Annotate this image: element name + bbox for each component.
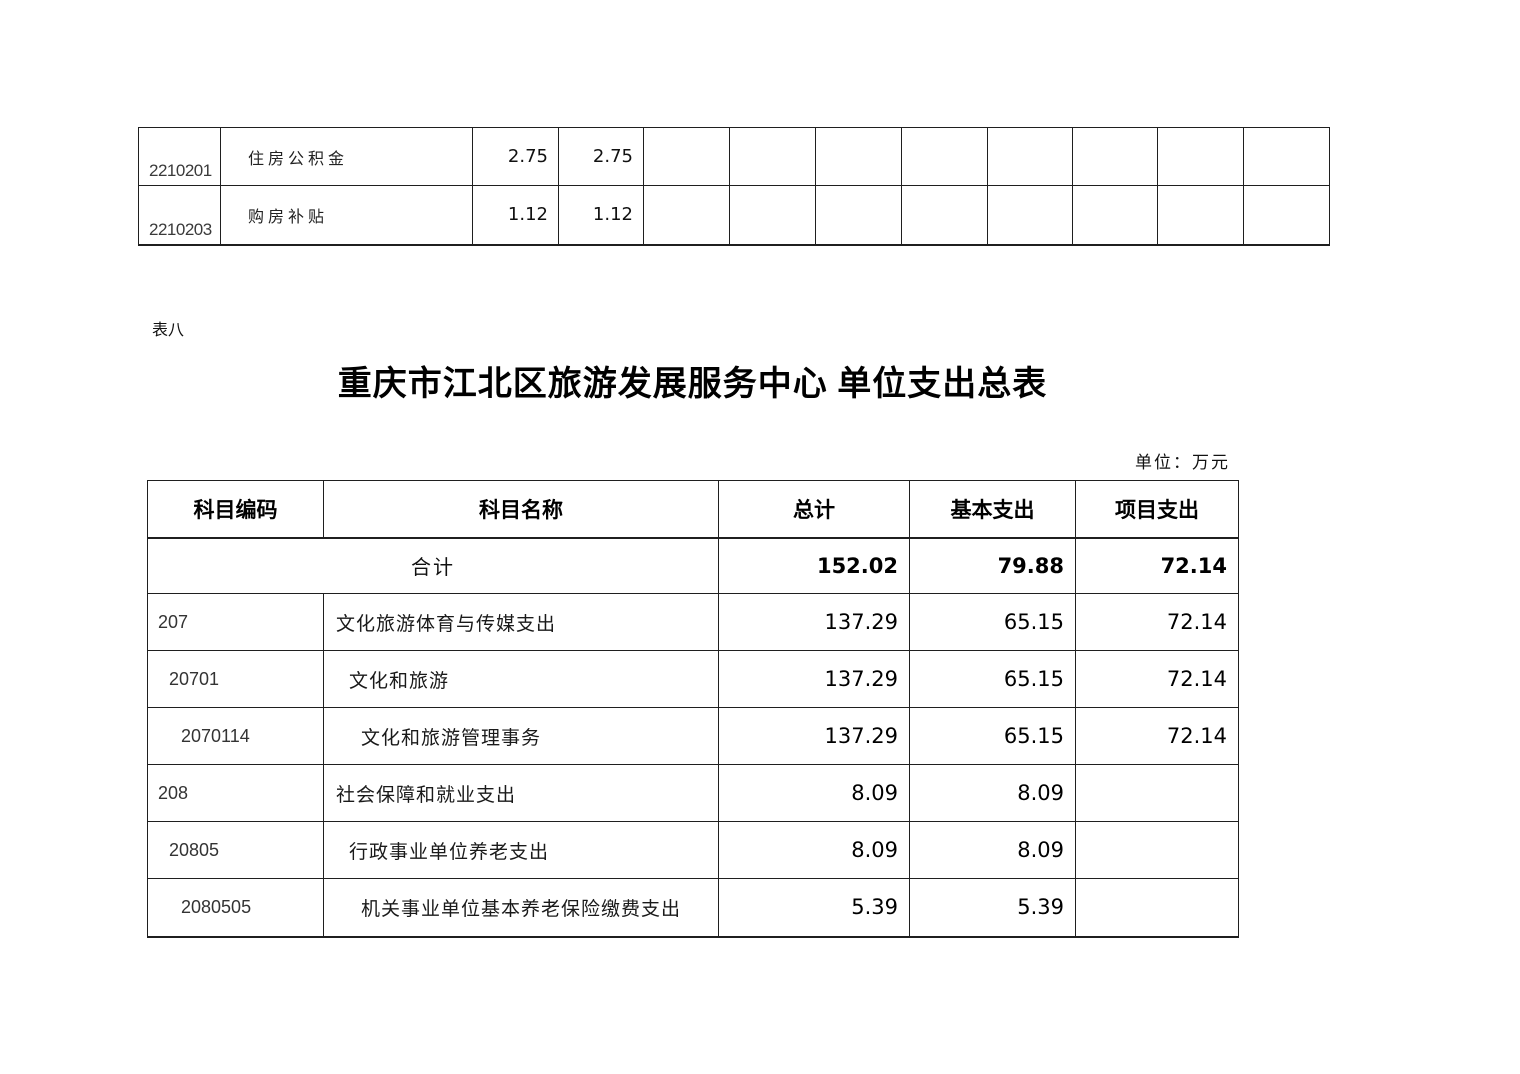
empty-cell [815, 127, 902, 186]
value-cell: 2.75 [558, 127, 644, 186]
value-cell: 1.12 [472, 185, 559, 246]
project-value-cell [1075, 764, 1239, 822]
total-row: 合计 152.02 79.88 72.14 [147, 537, 1239, 594]
basic-value-cell: 65.15 [909, 707, 1076, 765]
total-label-cell: 合计 [147, 537, 719, 594]
table-row: 208 社会保障和就业支出 8.09 8.09 [147, 764, 1239, 822]
total-value-cell: 152.02 [718, 537, 910, 594]
basic-value-cell: 65.15 [909, 593, 1076, 651]
header-cell-subject-name: 科目名称 [323, 480, 719, 539]
empty-cell [729, 127, 816, 186]
total-value-cell: 137.29 [718, 650, 910, 708]
value-cell: 2.75 [472, 127, 559, 186]
table-row: 2210203 购房补贴 1.12 1.12 [138, 185, 1330, 246]
partial-expense-table: 2210201 住房公积金 2.75 2.75 2210203 购房补贴 1.1… [138, 127, 1330, 246]
empty-cell [643, 127, 730, 186]
empty-cell [1243, 127, 1330, 186]
name-cell: 文化和旅游 [323, 650, 719, 708]
code-cell: 2210201 [138, 127, 221, 186]
table-row: 20805 行政事业单位养老支出 8.09 8.09 [147, 821, 1239, 879]
empty-cell [729, 185, 816, 246]
basic-value-cell: 8.09 [909, 821, 1076, 879]
code-cell: 2210203 [138, 185, 221, 246]
total-value-cell: 5.39 [718, 878, 910, 938]
name-cell: 文化和旅游管理事务 [323, 707, 719, 765]
header-cell-project: 项目支出 [1075, 480, 1239, 539]
total-value-cell: 8.09 [718, 764, 910, 822]
page-title: 重庆市江北区旅游发展服务中心 单位支出总表 [337, 366, 1048, 403]
empty-cell [1157, 127, 1244, 186]
name-cell: 住房公积金 [220, 127, 473, 186]
name-cell: 文化旅游体育与传媒支出 [323, 593, 719, 651]
table-row: 2070114 文化和旅游管理事务 137.29 65.15 72.14 [147, 707, 1239, 765]
empty-cell [1157, 185, 1244, 246]
total-value-cell: 137.29 [718, 593, 910, 651]
basic-value-cell: 65.15 [909, 650, 1076, 708]
code-cell: 2080505 [147, 878, 324, 938]
empty-cell [901, 127, 988, 186]
project-value-cell: 72.14 [1075, 537, 1239, 594]
unit-note: 单位：万元 [1135, 453, 1230, 472]
project-value-cell [1075, 821, 1239, 879]
empty-cell [815, 185, 902, 246]
header-cell-basic: 基本支出 [909, 480, 1076, 539]
code-cell: 2070114 [147, 707, 324, 765]
empty-cell [901, 185, 988, 246]
name-cell: 社会保障和就业支出 [323, 764, 719, 822]
header-cell-total: 总计 [718, 480, 910, 539]
name-cell: 行政事业单位养老支出 [323, 821, 719, 879]
table-row: 207 文化旅游体育与传媒支出 137.29 65.15 72.14 [147, 593, 1239, 651]
table-row: 20701 文化和旅游 137.29 65.15 72.14 [147, 650, 1239, 708]
name-cell: 机关事业单位基本养老保险缴费支出 [323, 878, 719, 938]
code-cell: 208 [147, 764, 324, 822]
code-cell: 20701 [147, 650, 324, 708]
header-row: 科目编码 科目名称 总计 基本支出 项目支出 [147, 480, 1239, 539]
project-value-cell [1075, 878, 1239, 938]
empty-cell [987, 127, 1073, 186]
name-cell: 购房补贴 [220, 185, 473, 246]
table-row: 2210201 住房公积金 2.75 2.75 [138, 127, 1330, 186]
header-cell-subject-code: 科目编码 [147, 480, 324, 539]
empty-cell [1072, 185, 1158, 246]
empty-cell [987, 185, 1073, 246]
table-row: 2080505 机关事业单位基本养老保险缴费支出 5.39 5.39 [147, 878, 1239, 938]
code-cell: 20805 [147, 821, 324, 879]
unit-expense-summary-table: 科目编码 科目名称 总计 基本支出 项目支出 合计 152.02 79.88 7… [147, 480, 1239, 938]
basic-value-cell: 79.88 [909, 537, 1076, 594]
table-number-label: 表八 [152, 322, 185, 339]
value-cell: 1.12 [558, 185, 644, 246]
total-value-cell: 8.09 [718, 821, 910, 879]
basic-value-cell: 8.09 [909, 764, 1076, 822]
empty-cell [643, 185, 730, 246]
code-cell: 207 [147, 593, 324, 651]
project-value-cell: 72.14 [1075, 650, 1239, 708]
empty-cell [1072, 127, 1158, 186]
project-value-cell: 72.14 [1075, 593, 1239, 651]
project-value-cell: 72.14 [1075, 707, 1239, 765]
total-value-cell: 137.29 [718, 707, 910, 765]
basic-value-cell: 5.39 [909, 878, 1076, 938]
empty-cell [1243, 185, 1330, 246]
